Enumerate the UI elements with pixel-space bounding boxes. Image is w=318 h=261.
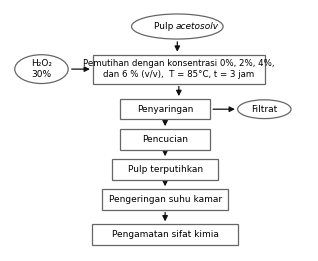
FancyBboxPatch shape — [113, 159, 218, 180]
FancyBboxPatch shape — [102, 189, 228, 210]
Text: Filtrat: Filtrat — [251, 105, 277, 114]
Text: H₂O₂
30%: H₂O₂ 30% — [31, 59, 52, 79]
Text: Penyaringan: Penyaringan — [137, 105, 193, 114]
FancyBboxPatch shape — [93, 55, 265, 84]
Text: acetosolv: acetosolv — [176, 22, 219, 31]
FancyBboxPatch shape — [120, 129, 210, 150]
Ellipse shape — [132, 14, 223, 39]
Text: Pulp: Pulp — [154, 22, 176, 31]
Text: Pulp terputihkan: Pulp terputihkan — [128, 165, 203, 174]
Text: Pencucian: Pencucian — [142, 135, 188, 144]
Text: Pengeringan suhu kamar: Pengeringan suhu kamar — [108, 195, 222, 204]
FancyBboxPatch shape — [120, 99, 210, 120]
Text: Pemutihan dengan konsentrasi 0%, 2%, 4%,
dan 6 % (v/v),  T = 85°C, t = 3 jam: Pemutihan dengan konsentrasi 0%, 2%, 4%,… — [83, 59, 275, 79]
Text: Pengamatan sifat kimia: Pengamatan sifat kimia — [112, 230, 218, 239]
Ellipse shape — [238, 100, 291, 118]
FancyBboxPatch shape — [92, 224, 238, 245]
Ellipse shape — [15, 55, 68, 84]
